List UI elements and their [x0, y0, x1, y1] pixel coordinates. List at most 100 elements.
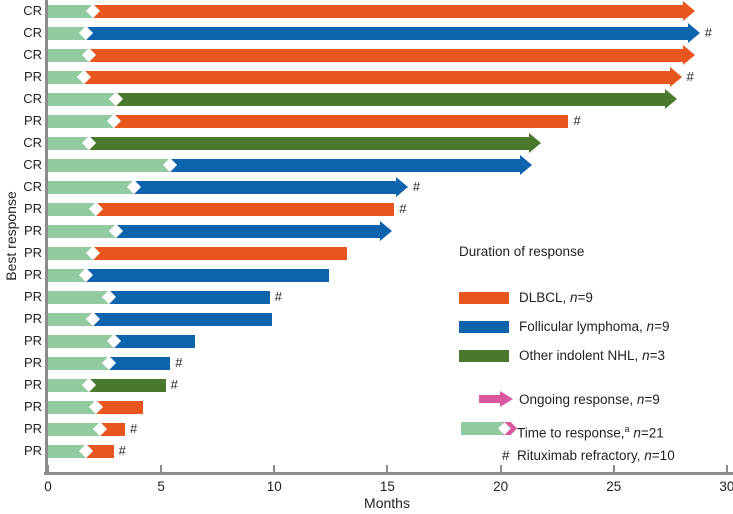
legend-label-ongoing-n: n [636, 392, 645, 407]
refractory-hash-icon: # [129, 421, 138, 436]
row-response-label: PR [23, 443, 42, 458]
duration-bar [115, 92, 666, 106]
row-response-label: PR [23, 223, 42, 238]
legend-label-follicular-n: n [646, 319, 655, 334]
duration-bar [88, 48, 684, 62]
legend-label-other-nhl: Other indolent NHL, n=3 [519, 348, 665, 364]
x-axis-tick-label: 20 [493, 479, 509, 494]
refractory-hash-icon: # [399, 201, 407, 216]
legend-label-dlbcl-n: n [570, 290, 578, 305]
x-axis-tickmark [612, 465, 615, 472]
legend-label-time-count: =21 [640, 425, 664, 441]
legend-label-time-text: Time to response, [517, 425, 625, 441]
row-response-label: PR [23, 245, 42, 260]
duration-bar [113, 114, 569, 128]
legend-label-dlbcl-count: =9 [577, 290, 593, 305]
ongoing-response-arrowhead-icon [500, 391, 513, 407]
time-to-response-bar [48, 246, 94, 260]
time-to-response-bar [48, 378, 89, 392]
refractory-hash-icon: # [118, 443, 126, 458]
x-axis-tickmark [160, 465, 163, 472]
duration-bar [86, 444, 114, 458]
ongoing-arrowhead-icon [529, 133, 542, 153]
refractory-hash-icon: # [686, 69, 694, 84]
row-response-label: PR [23, 399, 42, 414]
y-axis-line [45, 0, 48, 475]
legend-label-ongoing-count: =9 [644, 392, 660, 407]
x-axis-tick-label: 30 [719, 479, 733, 494]
time-to-response-bar [48, 114, 114, 128]
duration-bar [84, 70, 670, 84]
x-axis-tick-label: 10 [266, 479, 282, 494]
time-to-response-bar [48, 290, 110, 304]
time-to-response-bar [48, 268, 87, 282]
time-to-response-bar [48, 180, 134, 194]
legend-label-follicular-text: Follicular lymphoma, [519, 319, 647, 334]
time-to-response-bar [48, 334, 114, 348]
x-axis-tickmark [725, 465, 728, 472]
time-to-response-bar [48, 92, 116, 106]
row-response-label: PR [23, 333, 42, 348]
legend-swatch-dlbcl [459, 292, 509, 304]
x-axis-tickmark [47, 465, 49, 472]
legend-label-refractory-n: n [644, 448, 652, 463]
legend-label-time: Time to response,a n=21 [517, 421, 664, 442]
duration-bar [170, 158, 521, 172]
legend-label-time-n: n [633, 425, 641, 441]
time-to-response-bar [48, 400, 96, 414]
duration-bar [113, 334, 196, 348]
legend-title: Duration of response [459, 244, 585, 259]
duration-bar [115, 224, 380, 238]
duration-bar [133, 180, 396, 194]
x-axis-tick-label: 25 [606, 479, 622, 494]
time-to-response-bar [48, 48, 89, 62]
duration-bar [93, 312, 273, 326]
duration-bar [93, 4, 684, 18]
duration-bar [109, 356, 171, 370]
x-axis-tick-label: 5 [157, 479, 165, 494]
duration-bar [88, 136, 530, 150]
row-response-label: PR [23, 113, 42, 128]
row-response-label: CR [23, 135, 42, 150]
legend-swatch-follicular [459, 321, 509, 333]
row-response-label: CR [23, 47, 42, 62]
legend-label-other-nhl-text: Other indolent NHL, [519, 348, 643, 363]
duration-bar [93, 246, 347, 260]
legend-label-other-nhl-count: =3 [649, 348, 665, 363]
ongoing-arrowhead-icon [395, 177, 408, 197]
time-to-response-bar [48, 422, 101, 436]
x-axis-title: Months [364, 495, 410, 511]
refractory-hash-icon: # [502, 448, 510, 463]
duration-bar [95, 400, 144, 414]
legend-label-follicular-count: =9 [654, 319, 670, 334]
ongoing-response-arrow-icon [479, 395, 500, 403]
duration-bar [86, 268, 329, 282]
row-response-label: PR [23, 355, 42, 370]
row-response-label: CR [23, 25, 42, 40]
ongoing-arrowhead-icon [379, 221, 392, 241]
legend-label-refractory: Rituximab refractory, n=10 [517, 448, 675, 464]
ongoing-arrowhead-icon [687, 23, 700, 43]
row-response-label: CR [23, 3, 42, 18]
refractory-hash-icon: # [175, 355, 183, 370]
legend-label-ongoing: Ongoing response, n=9 [519, 392, 660, 408]
ongoing-arrowhead-icon [665, 89, 678, 109]
time-to-response-bar [48, 312, 94, 326]
refractory-hash-icon: # [412, 179, 421, 194]
row-response-label: CR [23, 91, 42, 106]
legend-label-ongoing-text: Ongoing response, [519, 392, 637, 407]
duration-bar [100, 422, 125, 436]
ongoing-arrowhead-icon [683, 45, 696, 65]
duration-bar [95, 202, 395, 216]
time-to-response-bar [48, 202, 96, 216]
refractory-hash-icon: # [573, 113, 581, 128]
time-to-response-bar [48, 26, 87, 40]
time-to-response-bar [48, 224, 116, 238]
ongoing-arrowhead-icon [520, 155, 533, 175]
legend-label-refractory-count: =10 [651, 448, 675, 463]
duration-bar [109, 290, 270, 304]
row-response-label: PR [23, 377, 42, 392]
refractory-hash-icon: # [704, 25, 712, 40]
x-axis-tick-label: 0 [44, 479, 52, 494]
